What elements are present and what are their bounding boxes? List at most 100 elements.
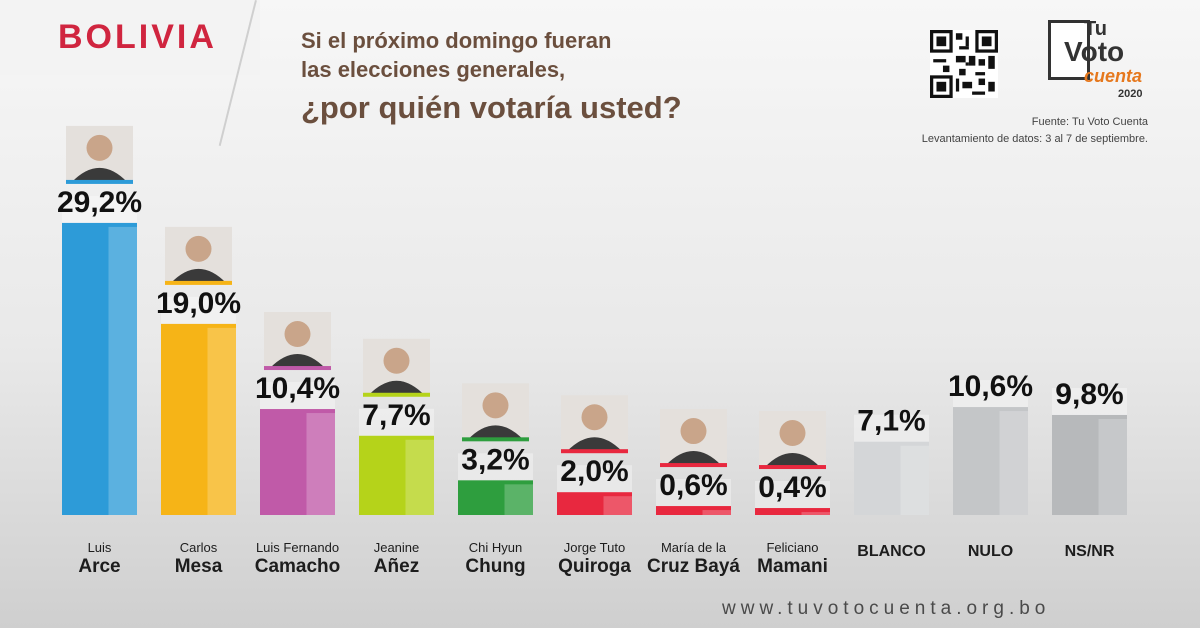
- portrait-stripe-feliciano-mamani: [759, 465, 826, 470]
- candidate-last-name: Chung: [465, 556, 526, 577]
- portrait-stripe-jeanine-a-ez: [363, 392, 430, 397]
- source-note: Fuente: Tu Voto Cuenta Levantamiento de …: [922, 114, 1148, 148]
- candidate-first-name: Jeanine: [373, 540, 420, 555]
- bar-shade-luis-fernando-camacho: [306, 412, 335, 515]
- portrait-head-icon-chi-hyun-chung: [482, 392, 509, 419]
- question-line-2: las elecciones generales,: [301, 57, 566, 82]
- bar-shade-luis-arce: [108, 225, 137, 516]
- bar-nulo: [953, 410, 1028, 515]
- candidate-last-name: Cruz Bayá: [647, 556, 740, 577]
- candidate-label: Luis Fernando Camacho: [248, 540, 348, 577]
- option-name: NULO: [967, 543, 1014, 560]
- bar-shade-nulo: [999, 410, 1028, 515]
- source-line-1: Fuente: Tu Voto Cuenta: [1031, 116, 1148, 128]
- candidate-label: NULO: [941, 540, 1041, 562]
- value-label-mar-a-de-la-cruz-bay-: 0,6%: [659, 469, 727, 502]
- candidate-first-name: Luis: [87, 540, 112, 555]
- bar-chi-hyun-chung: [458, 483, 533, 515]
- logo-year: 2020: [1118, 88, 1143, 100]
- bar-cap-luis-fernando-camacho: [260, 409, 335, 414]
- bar-shade-jeanine-a-ez: [405, 438, 434, 515]
- value-label-jorge-tuto-quiroga: 2,0%: [560, 455, 628, 488]
- candidate-first-name: Chi Hyun: [468, 540, 523, 555]
- qr-code-icon[interactable]: [930, 30, 998, 98]
- portrait-head-icon-jeanine-a-ez: [383, 347, 410, 374]
- portrait-head-icon-mar-a-de-la-cruz-bay-: [680, 418, 707, 445]
- value-label-jeanine-a-ez: 7,7%: [362, 399, 430, 432]
- portrait-body-icon-mar-a-de-la-cruz-bay-: [666, 451, 721, 466]
- value-label-blanco: 7,1%: [857, 405, 925, 438]
- value-label-chi-hyun-chung: 3,2%: [461, 443, 529, 476]
- candidate-label: María de la Cruz Bayá: [644, 540, 744, 577]
- candidate-first-name: Feliciano: [766, 540, 819, 555]
- bar-cap-chi-hyun-chung: [458, 480, 533, 485]
- portrait-body-icon-chi-hyun-chung: [468, 425, 523, 440]
- value-label-ns-nr: 9,8%: [1055, 378, 1123, 411]
- value-label-luis-fernando-camacho: 10,4%: [255, 372, 340, 405]
- bar-shade-carlos-mesa: [207, 326, 236, 515]
- portrait-body-icon-feliciano-mamani: [765, 453, 820, 468]
- candidate-label: Jorge Tuto Quiroga: [545, 540, 645, 577]
- value-label-carlos-mesa: 19,0%: [156, 287, 241, 320]
- bar-jorge-tuto-quiroga: [557, 495, 632, 515]
- option-name: BLANCO: [857, 543, 926, 560]
- bar-mar-a-de-la-cruz-bay-: [656, 509, 731, 515]
- bar-cap-mar-a-de-la-cruz-bay-: [656, 506, 731, 511]
- logo-cuenta: cuenta: [1084, 66, 1143, 86]
- question-main: ¿por quién votaría usted?: [301, 90, 682, 125]
- portrait-stripe-jorge-tuto-quiroga: [561, 449, 628, 454]
- bar-cap-feliciano-mamani: [755, 508, 830, 513]
- bar-cap-jeanine-a-ez: [359, 435, 434, 440]
- logo-voto: Voto: [1064, 36, 1125, 67]
- bar-cap-jorge-tuto-quiroga: [557, 492, 632, 497]
- candidate-last-name: Quiroga: [558, 556, 631, 577]
- candidate-last-name: Mesa: [174, 556, 223, 577]
- logo-tu: Tu: [1084, 18, 1107, 40]
- candidate-first-name: Luis Fernando: [255, 540, 340, 555]
- bar-cap-carlos-mesa: [161, 323, 236, 328]
- survey-question: Si el próximo domingo fueran las eleccio…: [301, 26, 682, 129]
- candidate-last-name: Arce: [78, 556, 121, 577]
- bar-shade-chi-hyun-chung: [504, 483, 533, 515]
- candidate-label: Luis Arce: [50, 540, 150, 577]
- bar-shade-jorge-tuto-quiroga: [603, 495, 632, 515]
- bar-shade-blanco: [900, 444, 929, 515]
- tu-voto-cuenta-logo: Tu Voto cuenta 2020: [1040, 14, 1152, 104]
- portrait-head-icon-feliciano-mamani: [779, 420, 806, 447]
- footer-url[interactable]: www.tuvotocuenta.org.bo: [722, 598, 1051, 619]
- bar-feliciano-mamani: [755, 511, 830, 515]
- bar-blanco: [854, 444, 929, 515]
- portrait-stripe-chi-hyun-chung: [462, 437, 529, 442]
- header-panel: [0, 0, 260, 75]
- candidate-first-name: María de la: [660, 540, 727, 555]
- bar-shade-feliciano-mamani: [801, 511, 830, 515]
- value-label-feliciano-mamani: 0,4%: [758, 471, 826, 504]
- bar-cap-ns-nr: [1052, 414, 1127, 419]
- portrait-body-icon-carlos-mesa: [171, 268, 226, 283]
- value-label-luis-arce: 29,2%: [57, 186, 142, 219]
- portrait-head-icon-luis-fernando-camacho: [284, 321, 311, 348]
- candidate-label: BLANCO: [842, 540, 942, 562]
- candidate-label: Jeanine Añez: [347, 540, 447, 577]
- portrait-head-icon-carlos-mesa: [185, 235, 212, 262]
- country-title: BOLIVIA: [58, 18, 217, 56]
- bar-carlos-mesa: [161, 326, 236, 515]
- bar-jeanine-a-ez: [359, 438, 434, 515]
- portrait-body-icon-jeanine-a-ez: [369, 380, 424, 395]
- question-line-1: Si el próximo domingo fueran: [301, 28, 612, 53]
- candidate-label: NS/NR: [1040, 540, 1140, 562]
- source-line-2: Levantamiento de datos: 3 al 7 de septie…: [921, 133, 1148, 145]
- portrait-body-icon-jorge-tuto-quiroga: [567, 437, 622, 452]
- portrait-stripe-luis-fernando-camacho: [264, 366, 331, 371]
- candidate-last-name: Camacho: [254, 556, 341, 577]
- portrait-stripe-carlos-mesa: [165, 280, 232, 285]
- bar-shade-ns-nr: [1098, 417, 1127, 515]
- candidate-label: Carlos Mesa: [149, 540, 249, 577]
- bar-luis-arce: [62, 225, 137, 516]
- option-name: NS/NR: [1064, 543, 1115, 560]
- bar-ns-nr: [1052, 417, 1127, 515]
- bar-shade-mar-a-de-la-cruz-bay-: [702, 509, 731, 515]
- value-label-nulo: 10,6%: [948, 370, 1033, 403]
- ballot-box-icon: [1048, 20, 1090, 80]
